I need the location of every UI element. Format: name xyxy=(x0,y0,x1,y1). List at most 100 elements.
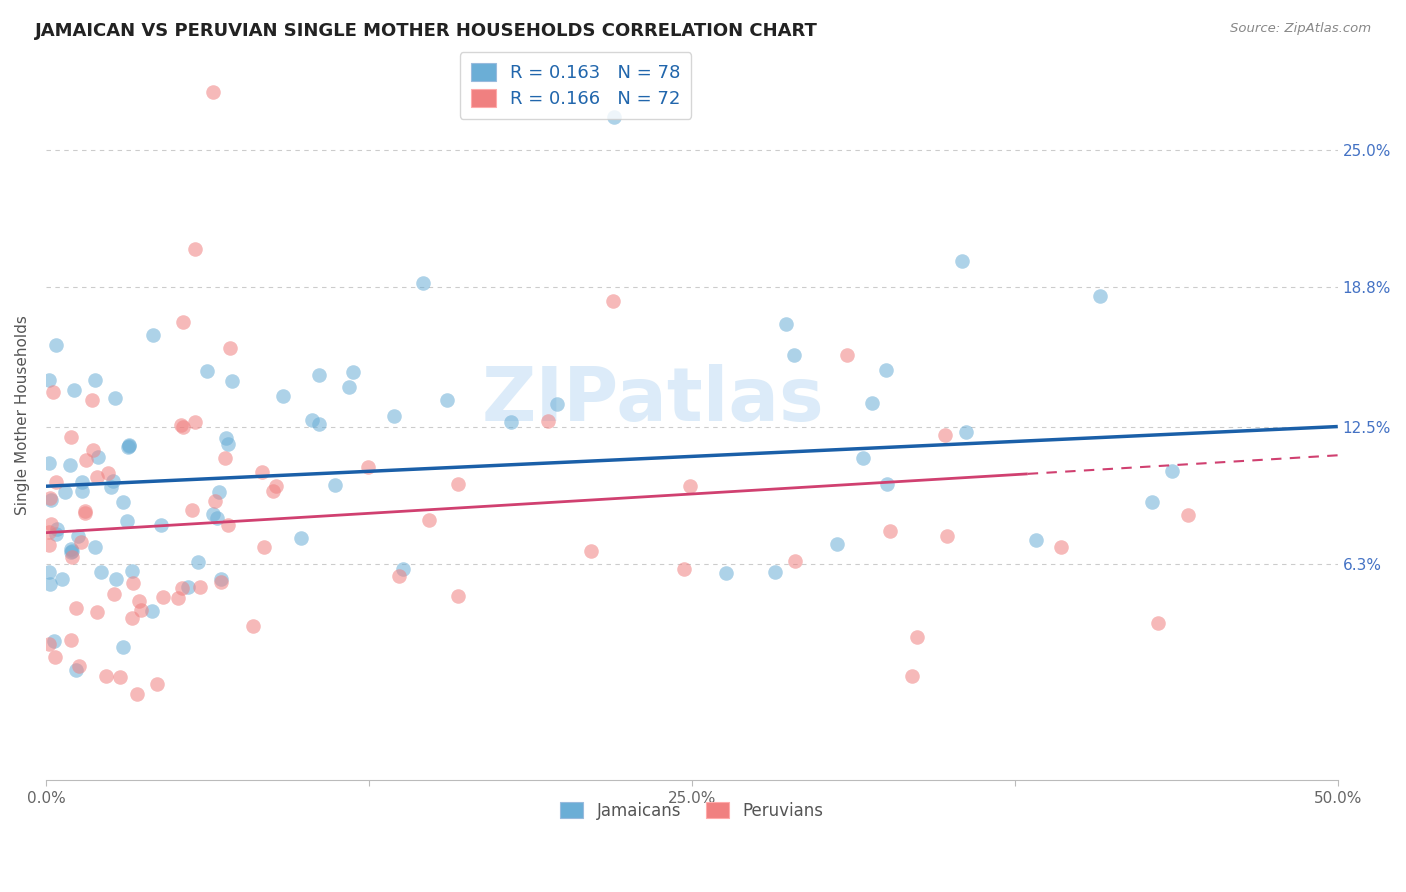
Y-axis label: Single Mother Households: Single Mother Households xyxy=(15,316,30,516)
Point xyxy=(391,562,413,576)
Point xyxy=(217,517,239,532)
Text: Source: ZipAtlas.com: Source: ZipAtlas.com xyxy=(1230,22,1371,36)
Point xyxy=(602,294,624,309)
Point xyxy=(51,572,73,586)
Point xyxy=(447,477,470,491)
Point xyxy=(190,580,212,594)
Point xyxy=(825,537,848,551)
Point xyxy=(436,392,458,407)
Point xyxy=(301,413,323,427)
Point xyxy=(38,491,60,505)
Point xyxy=(262,483,284,498)
Point xyxy=(38,456,60,470)
Point xyxy=(45,337,67,351)
Point xyxy=(65,663,87,677)
Point xyxy=(202,85,225,99)
Point xyxy=(60,544,83,558)
Point xyxy=(128,594,150,608)
Point xyxy=(250,465,273,479)
Point xyxy=(208,485,231,500)
Point xyxy=(66,529,89,543)
Point xyxy=(308,368,330,382)
Point xyxy=(214,450,236,465)
Point xyxy=(342,365,364,379)
Text: ZIPatlas: ZIPatlas xyxy=(482,365,824,437)
Point xyxy=(955,425,977,440)
Point xyxy=(201,507,224,521)
Point xyxy=(876,476,898,491)
Point xyxy=(323,478,346,492)
Point xyxy=(44,633,66,648)
Point xyxy=(195,364,218,378)
Point xyxy=(879,524,901,539)
Point xyxy=(184,415,207,429)
Point xyxy=(150,518,173,533)
Point xyxy=(209,574,232,589)
Point xyxy=(357,459,380,474)
Point xyxy=(62,383,84,397)
Point xyxy=(108,670,131,684)
Point xyxy=(45,527,67,541)
Point xyxy=(142,327,165,342)
Point xyxy=(290,531,312,545)
Point xyxy=(58,458,80,472)
Point xyxy=(852,450,875,465)
Point xyxy=(111,640,134,654)
Point xyxy=(266,478,288,492)
Point xyxy=(215,431,238,445)
Point xyxy=(87,450,110,464)
Point xyxy=(82,442,104,457)
Point xyxy=(1049,540,1071,554)
Point xyxy=(253,540,276,554)
Point xyxy=(901,669,924,683)
Point xyxy=(219,341,242,355)
Point xyxy=(59,430,82,444)
Point xyxy=(38,373,60,387)
Point xyxy=(118,438,141,452)
Point xyxy=(75,453,97,467)
Point xyxy=(170,418,193,433)
Point xyxy=(70,535,93,549)
Point xyxy=(837,348,859,362)
Point xyxy=(75,506,97,520)
Text: JAMAICAN VS PERUVIAN SINGLE MOTHER HOUSEHOLDS CORRELATION CHART: JAMAICAN VS PERUVIAN SINGLE MOTHER HOUSE… xyxy=(35,22,818,40)
Point xyxy=(714,566,737,580)
Point xyxy=(603,110,626,124)
Point xyxy=(94,669,117,683)
Point xyxy=(763,565,786,579)
Point xyxy=(38,524,60,539)
Point xyxy=(205,511,228,525)
Point xyxy=(337,380,360,394)
Point xyxy=(84,541,107,555)
Point xyxy=(177,580,200,594)
Point xyxy=(100,480,122,494)
Point xyxy=(187,555,209,569)
Point xyxy=(382,409,405,423)
Point xyxy=(86,470,108,484)
Point xyxy=(1140,494,1163,508)
Point xyxy=(905,630,928,644)
Point xyxy=(1088,288,1111,302)
Point xyxy=(38,565,60,579)
Point xyxy=(166,591,188,605)
Point xyxy=(41,385,63,400)
Point xyxy=(111,494,134,508)
Point xyxy=(103,587,125,601)
Point xyxy=(546,397,568,411)
Point xyxy=(80,392,103,407)
Point xyxy=(209,573,232,587)
Point xyxy=(67,658,90,673)
Point xyxy=(39,577,62,591)
Point xyxy=(775,318,797,332)
Point xyxy=(679,479,702,493)
Point xyxy=(1177,508,1199,522)
Point xyxy=(127,687,149,701)
Point xyxy=(934,428,956,442)
Point xyxy=(101,474,124,488)
Point xyxy=(60,549,83,564)
Point xyxy=(84,373,107,387)
Point xyxy=(271,389,294,403)
Point xyxy=(104,391,127,405)
Point xyxy=(45,522,67,536)
Legend: Jamaicans, Peruvians: Jamaicans, Peruvians xyxy=(554,796,831,827)
